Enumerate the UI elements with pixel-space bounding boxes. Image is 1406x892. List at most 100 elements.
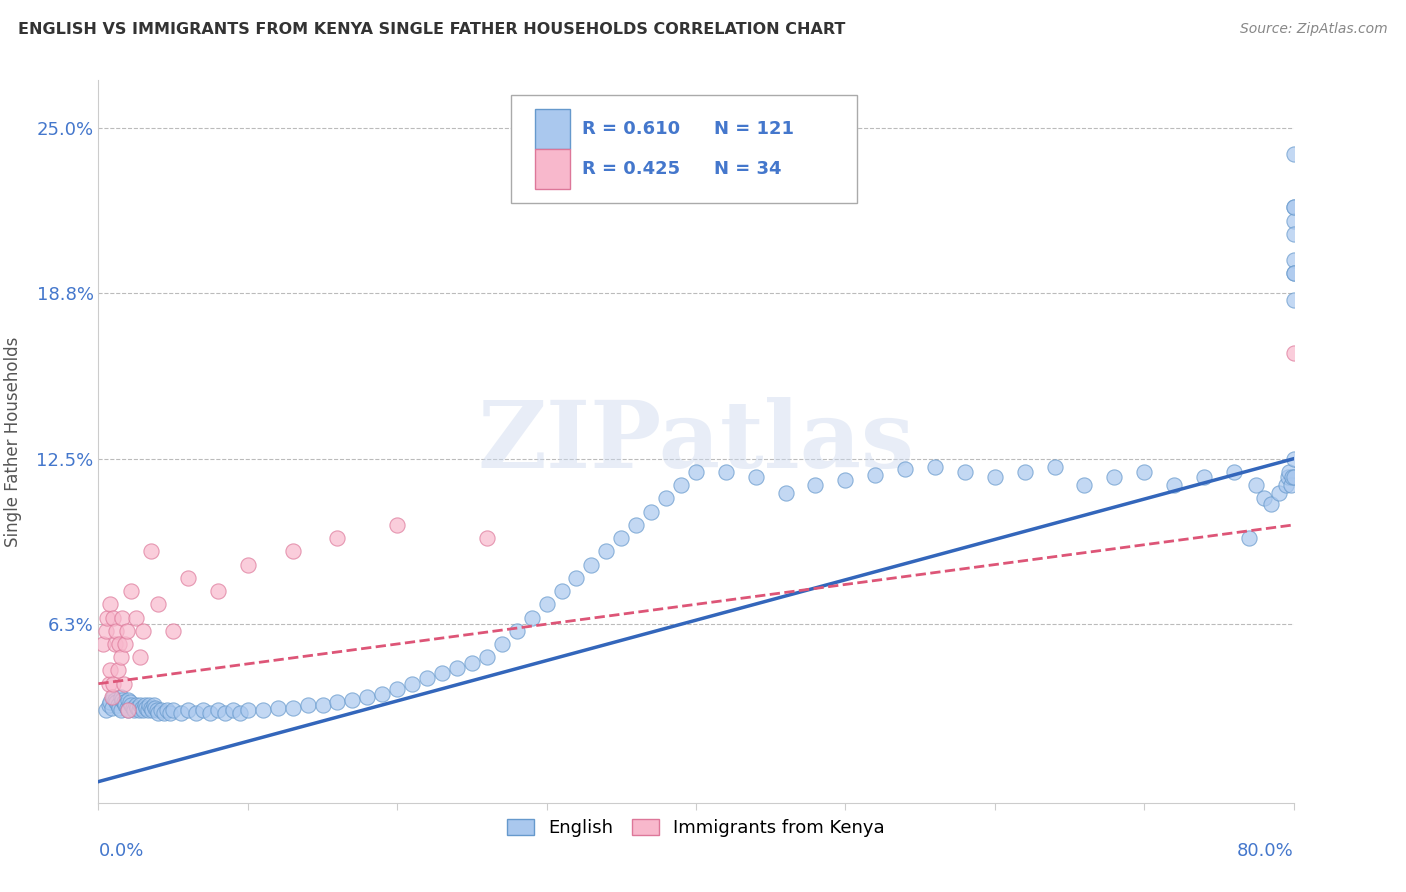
Point [297,698,319,712]
Point [1282,200,1305,214]
Point [148,597,170,611]
Point [114,637,136,651]
Point [153,706,176,720]
Text: R = 0.425: R = 0.425 [582,161,681,178]
Point [342,692,364,706]
Point [475,531,498,545]
Point [1163,478,1185,492]
Point [145,703,167,717]
Point [536,597,558,611]
Point [1014,465,1036,479]
Text: N = 121: N = 121 [714,120,794,138]
Point [1277,470,1299,484]
Text: 80.0%: 80.0% [1237,842,1294,860]
Point [595,544,617,558]
Point [105,695,128,709]
Point [200,706,222,720]
Point [610,531,633,545]
Point [626,517,648,532]
Point [120,698,142,712]
Point [1282,213,1305,227]
Point [114,698,136,712]
Point [118,695,141,709]
Point [924,459,946,474]
Point [184,706,207,720]
Point [103,690,125,704]
Point [177,703,200,717]
Point [1282,267,1305,281]
Point [430,666,453,681]
Point [127,700,149,714]
Point [1279,478,1302,492]
Point [550,584,572,599]
Point [103,610,125,624]
Point [1043,459,1066,474]
Point [491,637,513,651]
Point [104,637,127,651]
Point [139,544,162,558]
Bar [534,109,571,149]
Point [236,703,259,717]
Point [953,465,976,479]
Point [1282,451,1305,466]
Point [640,505,662,519]
Point [281,544,304,558]
Point [129,650,152,665]
Point [136,703,159,717]
Point [236,558,259,572]
Point [326,695,349,709]
Point [94,624,117,638]
Point [162,703,184,717]
Point [775,486,797,500]
Point [128,703,150,717]
Point [1282,147,1305,161]
Point [98,597,122,611]
Point [446,661,468,675]
Point [252,703,274,717]
Point [1282,293,1305,307]
Point [565,571,588,585]
Point [159,706,181,720]
Point [385,681,409,696]
Point [148,706,170,720]
Text: 0.0%: 0.0% [98,842,143,860]
Point [104,692,127,706]
Point [97,676,120,690]
FancyBboxPatch shape [510,95,858,203]
Point [97,698,120,712]
Point [401,676,423,690]
Point [1275,478,1298,492]
Point [207,584,229,599]
Point [129,698,152,712]
Point [267,700,290,714]
Point [156,703,179,717]
Point [121,700,143,714]
Point [804,478,827,492]
Point [281,700,304,714]
Point [207,703,229,717]
Point [1260,497,1282,511]
Point [150,703,173,717]
Point [834,473,856,487]
Point [117,703,139,717]
Point [1223,465,1246,479]
Point [655,491,678,506]
Point [132,624,155,638]
Point [112,695,135,709]
Point [131,700,153,714]
Point [98,695,122,709]
Point [107,664,129,678]
Point [124,703,146,717]
Point [112,676,135,690]
Point [143,700,166,714]
Point [865,467,887,482]
Point [214,706,236,720]
Point [1282,267,1305,281]
Point [91,637,114,651]
Point [311,698,333,712]
Point [141,703,163,717]
Point [111,692,134,706]
Y-axis label: Single Father Households: Single Father Households [4,336,22,547]
Point [1282,200,1305,214]
Point [142,698,165,712]
